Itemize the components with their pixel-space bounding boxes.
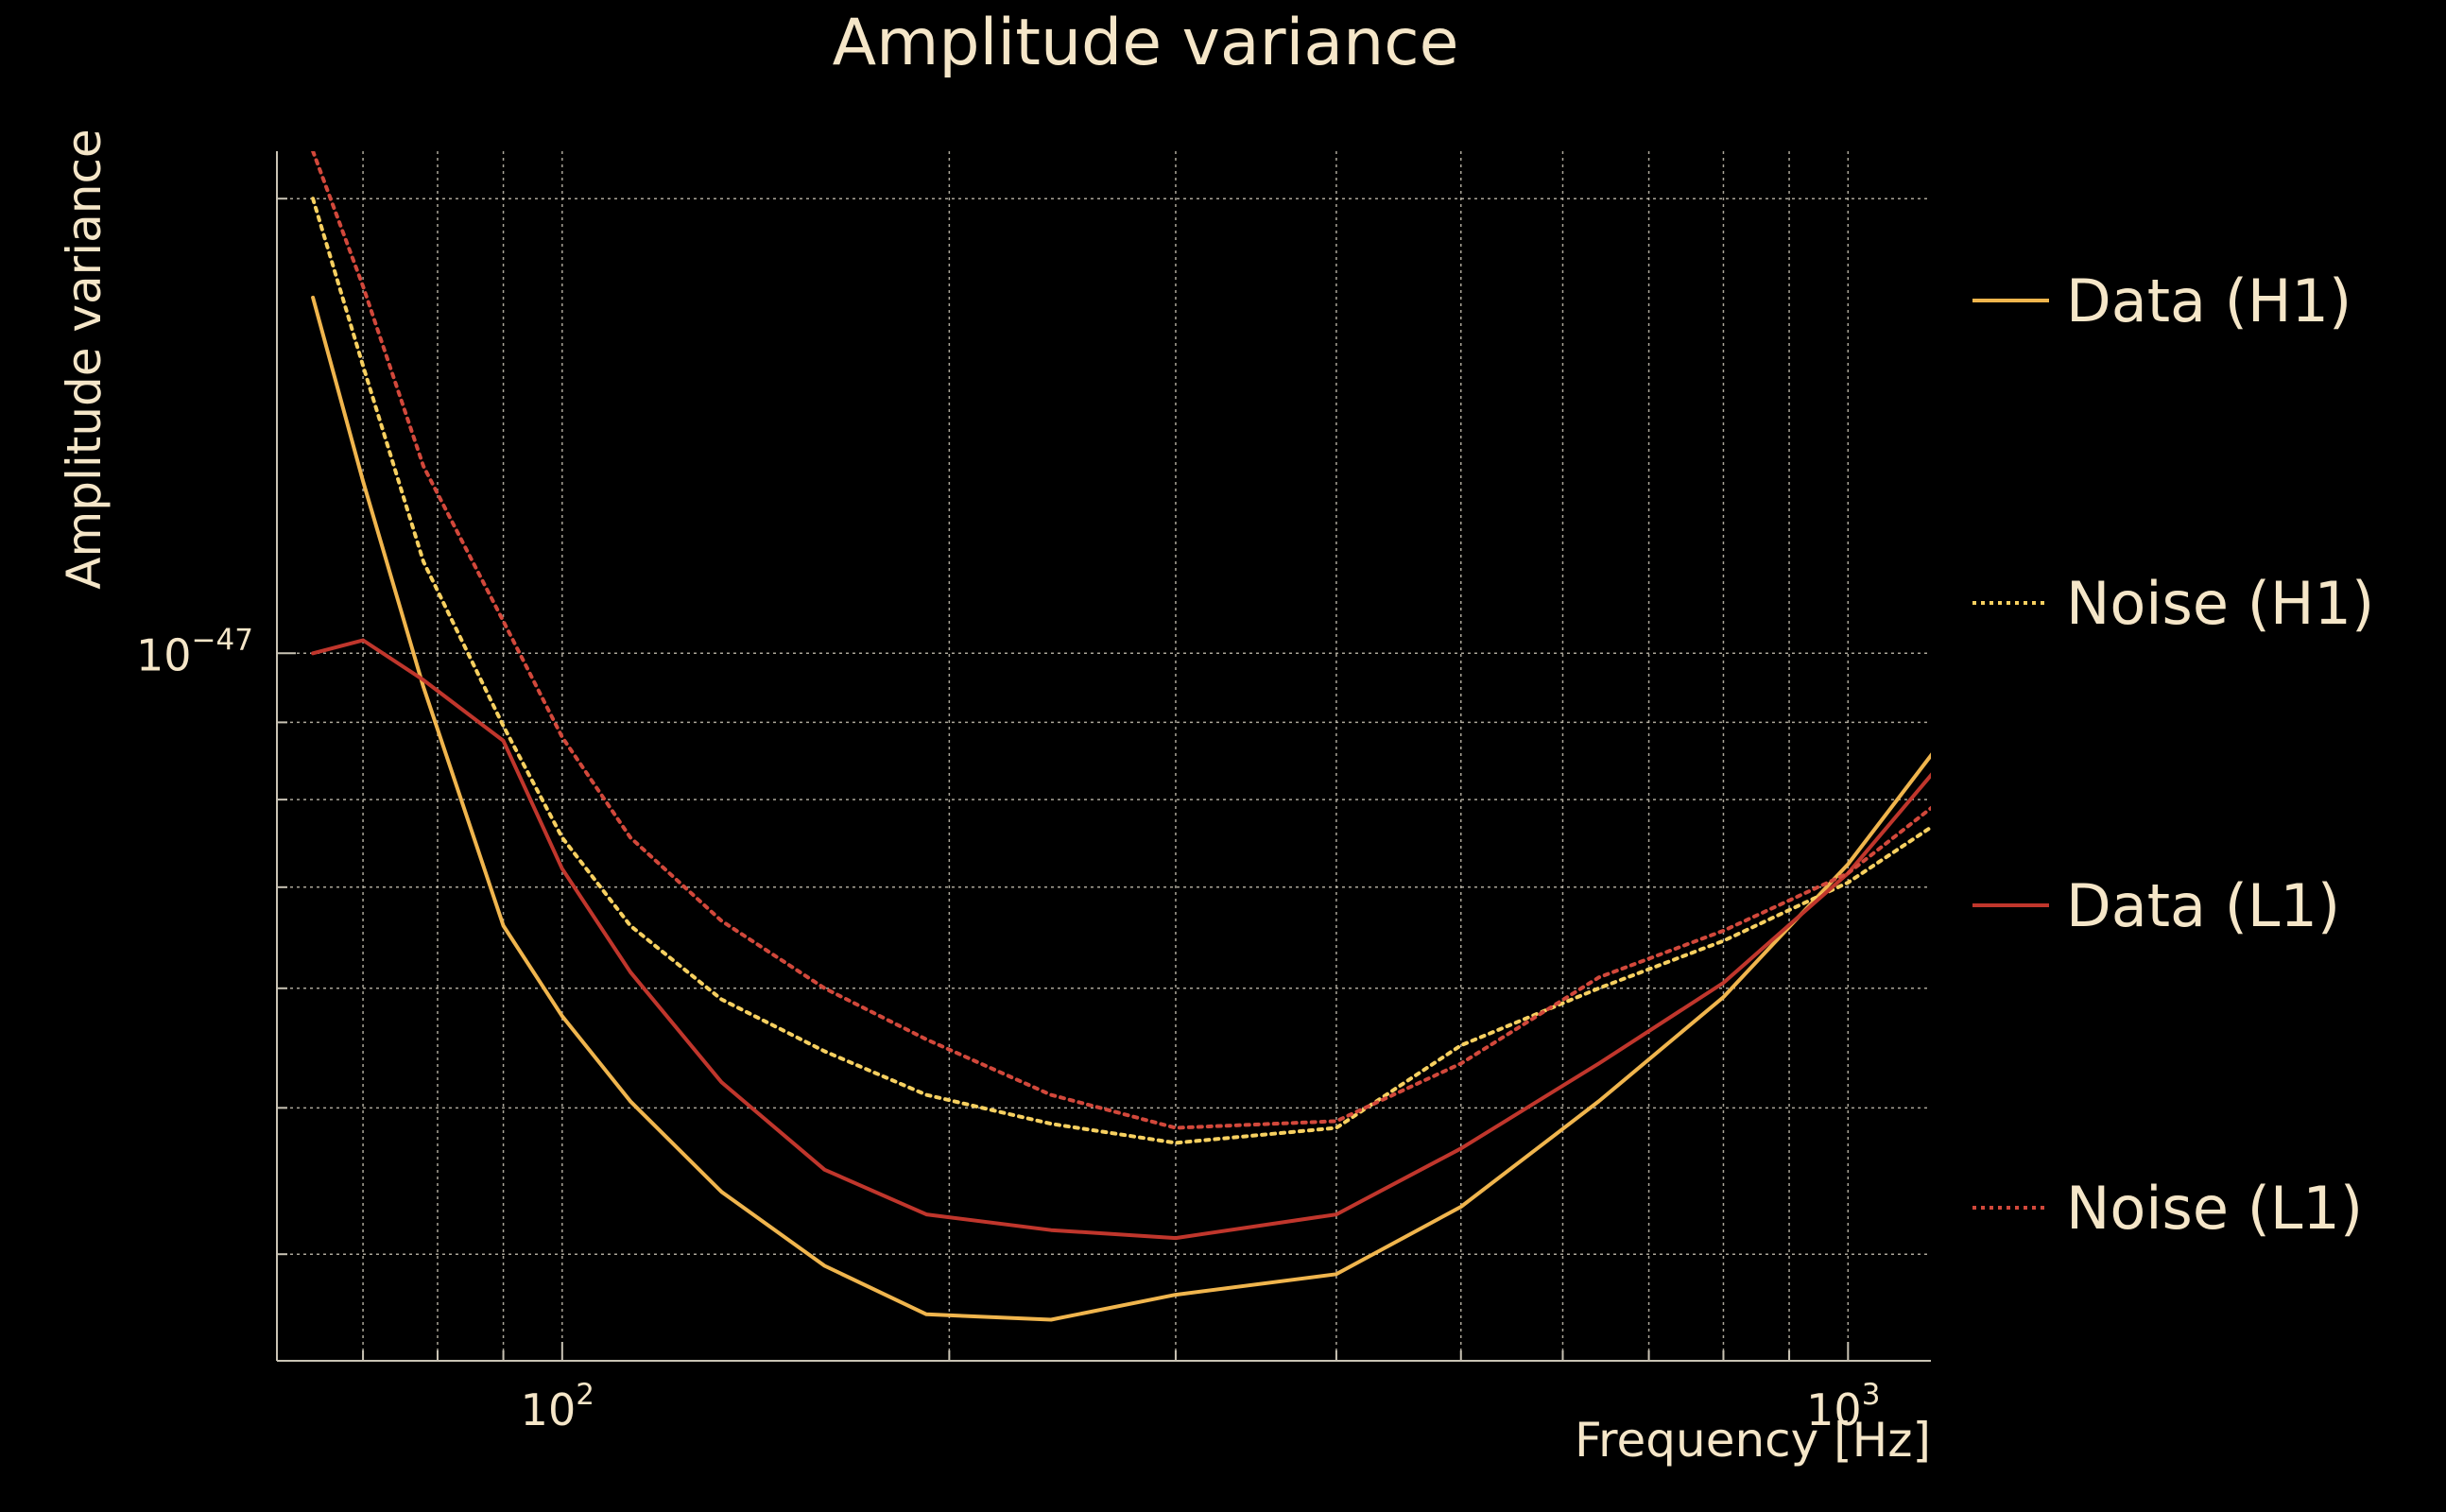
- chart-title: Amplitude variance: [833, 6, 1459, 80]
- y-tick-label: 10−47: [136, 623, 253, 680]
- plot-area: [311, 151, 1931, 1322]
- series-line-data-h1: [311, 295, 1931, 1322]
- series-group: [311, 151, 1931, 1322]
- legend: Data (H1) Noise (H1) Data (L1) Noise (L1): [1972, 266, 2374, 1243]
- series-line-noise-l1: [311, 151, 1931, 1130]
- x-tick-label: 103: [1806, 1378, 1880, 1435]
- legend-label-data-l1: Data (L1): [2066, 871, 2340, 940]
- axes: 102 103 10−47: [136, 151, 1931, 1435]
- legend-label-noise-h1: Noise (H1): [2066, 569, 2374, 638]
- y-axis-label: Amplitude variance: [57, 129, 112, 589]
- x-tick-label: 102: [521, 1378, 594, 1435]
- x-axis-label: Frequency [Hz]: [1575, 1413, 1931, 1468]
- series-line-noise-h1: [311, 197, 1931, 1145]
- legend-label-noise-l1: Noise (L1): [2066, 1174, 2363, 1243]
- legend-label-data-h1: Data (H1): [2066, 266, 2351, 335]
- series-line-data-l1: [311, 638, 1931, 1241]
- grid: [276, 151, 1931, 1361]
